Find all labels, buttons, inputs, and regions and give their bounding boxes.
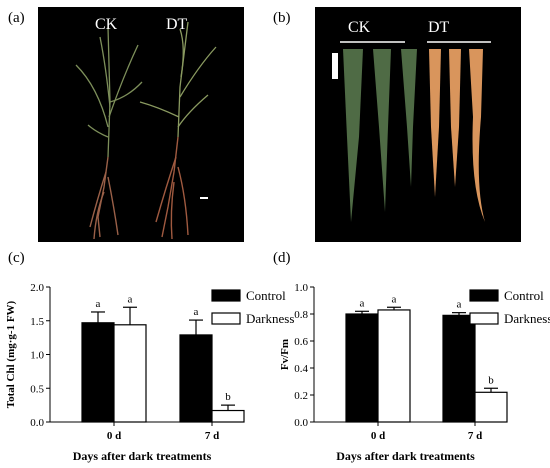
roots-ck bbox=[89, 156, 119, 240]
panel-label-b: (b) bbox=[273, 10, 291, 26]
seedling-photo: CK DT bbox=[38, 7, 244, 242]
panel-label-a: (a) bbox=[8, 10, 25, 26]
y-axis-title-d: Fv/Fm bbox=[279, 339, 291, 370]
bar-d-control-1 bbox=[442, 314, 476, 423]
y-tick-label-d: 0.4 bbox=[294, 363, 308, 375]
significance-letter-c: a bbox=[194, 306, 199, 318]
y-tick-label-c: 2.0 bbox=[30, 282, 44, 294]
panel-label-d: (d) bbox=[273, 250, 291, 266]
significance-letter-d: b bbox=[488, 374, 494, 386]
bar-d-darkness-1 bbox=[474, 391, 508, 423]
bar-c-control-0 bbox=[81, 322, 115, 423]
y-tick-label-d: 0.2 bbox=[294, 390, 308, 402]
x-tick-label-c: 0 d bbox=[107, 430, 121, 442]
leaves-dt bbox=[429, 49, 485, 222]
significance-letter-d: a bbox=[457, 299, 462, 311]
significance-letter-c: a bbox=[128, 293, 133, 305]
legend-label-d-control: Control bbox=[504, 288, 544, 303]
legend-swatch-c-darkness bbox=[211, 312, 241, 325]
x-axis-title-c: Days after dark treatments bbox=[73, 449, 212, 463]
legend-swatch-c-control bbox=[211, 289, 241, 302]
scale-bar bbox=[200, 197, 208, 199]
y-tick-label-d: 0.0 bbox=[294, 417, 308, 429]
group-label-ck-b: CK bbox=[348, 19, 371, 36]
legend-label-d-darkness: Darkness bbox=[504, 311, 550, 326]
bar-d-darkness-0 bbox=[377, 309, 411, 423]
leaves-ck bbox=[343, 49, 417, 222]
y-tick-label-c: 0.0 bbox=[30, 417, 44, 429]
significance-letter-d: a bbox=[360, 297, 365, 309]
x-tick-label-d: 7 d bbox=[468, 430, 482, 442]
panel-label-c: (c) bbox=[8, 250, 25, 266]
y-axis-title-c: Total Chl (mg·g-1 FW) bbox=[5, 300, 17, 408]
x-axis-title-d: Days after dark treatments bbox=[336, 449, 475, 463]
significance-letter-d: a bbox=[392, 293, 397, 305]
seedling-dt bbox=[139, 21, 217, 138]
seedling-ck bbox=[75, 26, 143, 158]
bar-d-control-0 bbox=[345, 313, 379, 423]
leaf-photo: CK DT bbox=[315, 7, 521, 242]
significance-letter-c: a bbox=[96, 298, 101, 310]
legend-label-c-darkness: Darkness bbox=[246, 311, 294, 326]
y-tick-label-c: 0.5 bbox=[30, 383, 44, 395]
legend-label-c-control: Control bbox=[246, 288, 286, 303]
roots-dt bbox=[155, 136, 189, 240]
bar-c-darkness-1 bbox=[211, 409, 245, 423]
scale-bar-b bbox=[332, 53, 338, 79]
x-tick-label-c: 7 d bbox=[205, 430, 219, 442]
x-tick-label-d: 0 d bbox=[371, 430, 385, 442]
y-tick-label-d: 0.6 bbox=[294, 336, 308, 348]
group-label-dt-a: DT bbox=[166, 16, 188, 33]
y-tick-label-c: 1.0 bbox=[30, 350, 44, 362]
significance-letter-c: b bbox=[225, 391, 231, 403]
bar-c-control-1 bbox=[179, 334, 213, 423]
legend-swatch-d-darkness bbox=[469, 312, 499, 325]
legend-swatch-d-control bbox=[469, 289, 499, 302]
group-label-ck-a: CK bbox=[95, 16, 118, 33]
bar-c-darkness-0 bbox=[113, 324, 147, 423]
y-tick-label-d: 0.8 bbox=[294, 309, 308, 321]
y-tick-label-d: 1.0 bbox=[294, 282, 308, 294]
y-tick-label-c: 1.5 bbox=[30, 316, 44, 328]
group-label-dt-b: DT bbox=[428, 19, 450, 36]
